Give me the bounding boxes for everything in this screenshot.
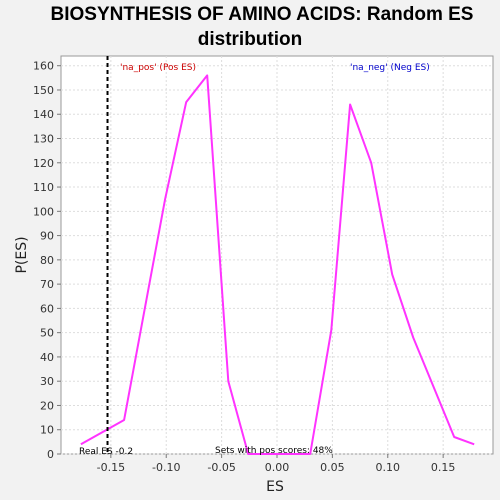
x-tick-label: 0.10: [376, 461, 401, 474]
y-tick-label: 120: [33, 157, 54, 170]
real-es-label: Real ES -0.2: [79, 447, 133, 457]
y-tick-label: 70: [40, 278, 54, 291]
chart-title-line2: distribution: [198, 29, 302, 50]
series: [80, 56, 475, 455]
y-tick-label: 100: [33, 205, 54, 218]
na-neg-label: 'na_neg' (Neg ES): [350, 63, 430, 73]
series-line: [80, 74, 475, 455]
y-tick-label: 90: [40, 230, 54, 243]
y-tick-label: 150: [33, 84, 54, 97]
y-tick-label: 80: [40, 254, 54, 267]
annotations: 'na_pos' (Pos ES) 'na_neg' (Neg ES) Real…: [79, 63, 430, 457]
x-tick-label: -0.10: [152, 461, 180, 474]
x-tick-label: 0.00: [265, 461, 290, 474]
y-tick-label: 140: [33, 108, 54, 121]
y-tick-label: 130: [33, 133, 54, 146]
x-tick-label: 0.15: [431, 461, 456, 474]
y-tick-label: 20: [40, 399, 54, 412]
y-tick-label: 10: [40, 424, 54, 437]
y-tick-label: 50: [40, 327, 54, 340]
na-pos-label: 'na_pos' (Pos ES): [120, 63, 196, 73]
x-tick-label: 0.05: [320, 461, 345, 474]
y-tick-label: 110: [33, 181, 54, 194]
y-tick-label: 30: [40, 375, 54, 388]
y-tick-label: 160: [33, 60, 54, 73]
ticks: 0 10 20 30 40 50 60 70 80 90 100 110 120 130 140 150 160…: [33, 60, 455, 474]
pos-scores-label: Sets with pos scores: 48%: [215, 446, 333, 456]
x-tick-label: -0.15: [97, 461, 125, 474]
x-tick-label: -0.05: [207, 461, 235, 474]
chart-title-line1: BIOSYNTHESIS OF AMINO ACIDS: Random ES: [51, 4, 474, 25]
x-axis-label: ES: [266, 479, 284, 495]
y-axis-label: P(ES): [14, 236, 30, 273]
y-tick-label: 60: [40, 302, 54, 315]
grid: [61, 56, 493, 455]
y-tick-label: 0: [47, 448, 54, 461]
y-tick-label: 40: [40, 351, 54, 364]
plot-area: [60, 55, 494, 455]
